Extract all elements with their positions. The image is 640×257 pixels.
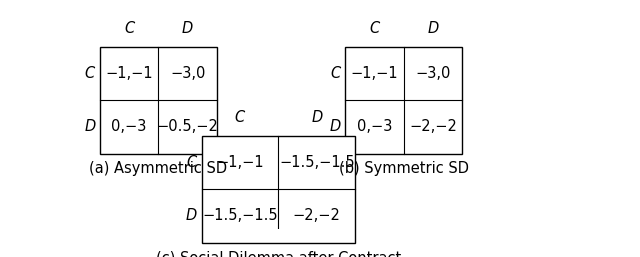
Text: 0,−3: 0,−3 [111, 119, 147, 134]
Text: C: C [235, 110, 245, 125]
Text: −1.5,−1.5: −1.5,−1.5 [279, 155, 355, 170]
Bar [346, 47, 463, 153]
Text: C: C [330, 66, 340, 81]
Text: D: D [84, 119, 95, 134]
Text: −0.5,−2: −0.5,−2 [157, 119, 219, 134]
Text: −2,−2: −2,−2 [409, 119, 457, 134]
Text: D: D [311, 110, 323, 125]
Text: D: D [186, 208, 197, 223]
Text: C: C [124, 21, 134, 36]
Text: 0,−3: 0,−3 [357, 119, 392, 134]
Text: −3,0: −3,0 [415, 66, 451, 81]
Text: −1,−1: −1,−1 [106, 66, 153, 81]
Bar [202, 136, 355, 243]
Text: −2,−2: −2,−2 [293, 208, 340, 223]
Text: C: C [186, 155, 196, 170]
Text: (a) Asymmetric SD: (a) Asymmetric SD [90, 161, 227, 177]
Text: (c) Social Dilemma after Contract: (c) Social Dilemma after Contract [156, 251, 401, 257]
Text: D: D [182, 21, 193, 36]
Text: −1.5,−1.5: −1.5,−1.5 [202, 208, 278, 223]
Text: −1,−1: −1,−1 [216, 155, 264, 170]
Text: D: D [428, 21, 439, 36]
Text: C: C [84, 66, 95, 81]
Text: D: D [330, 119, 341, 134]
Text: −3,0: −3,0 [170, 66, 205, 81]
Text: −1,−1: −1,−1 [351, 66, 399, 81]
Text: (b) Symmetric SD: (b) Symmetric SD [339, 161, 469, 177]
Bar [100, 47, 217, 153]
Text: C: C [369, 21, 380, 36]
